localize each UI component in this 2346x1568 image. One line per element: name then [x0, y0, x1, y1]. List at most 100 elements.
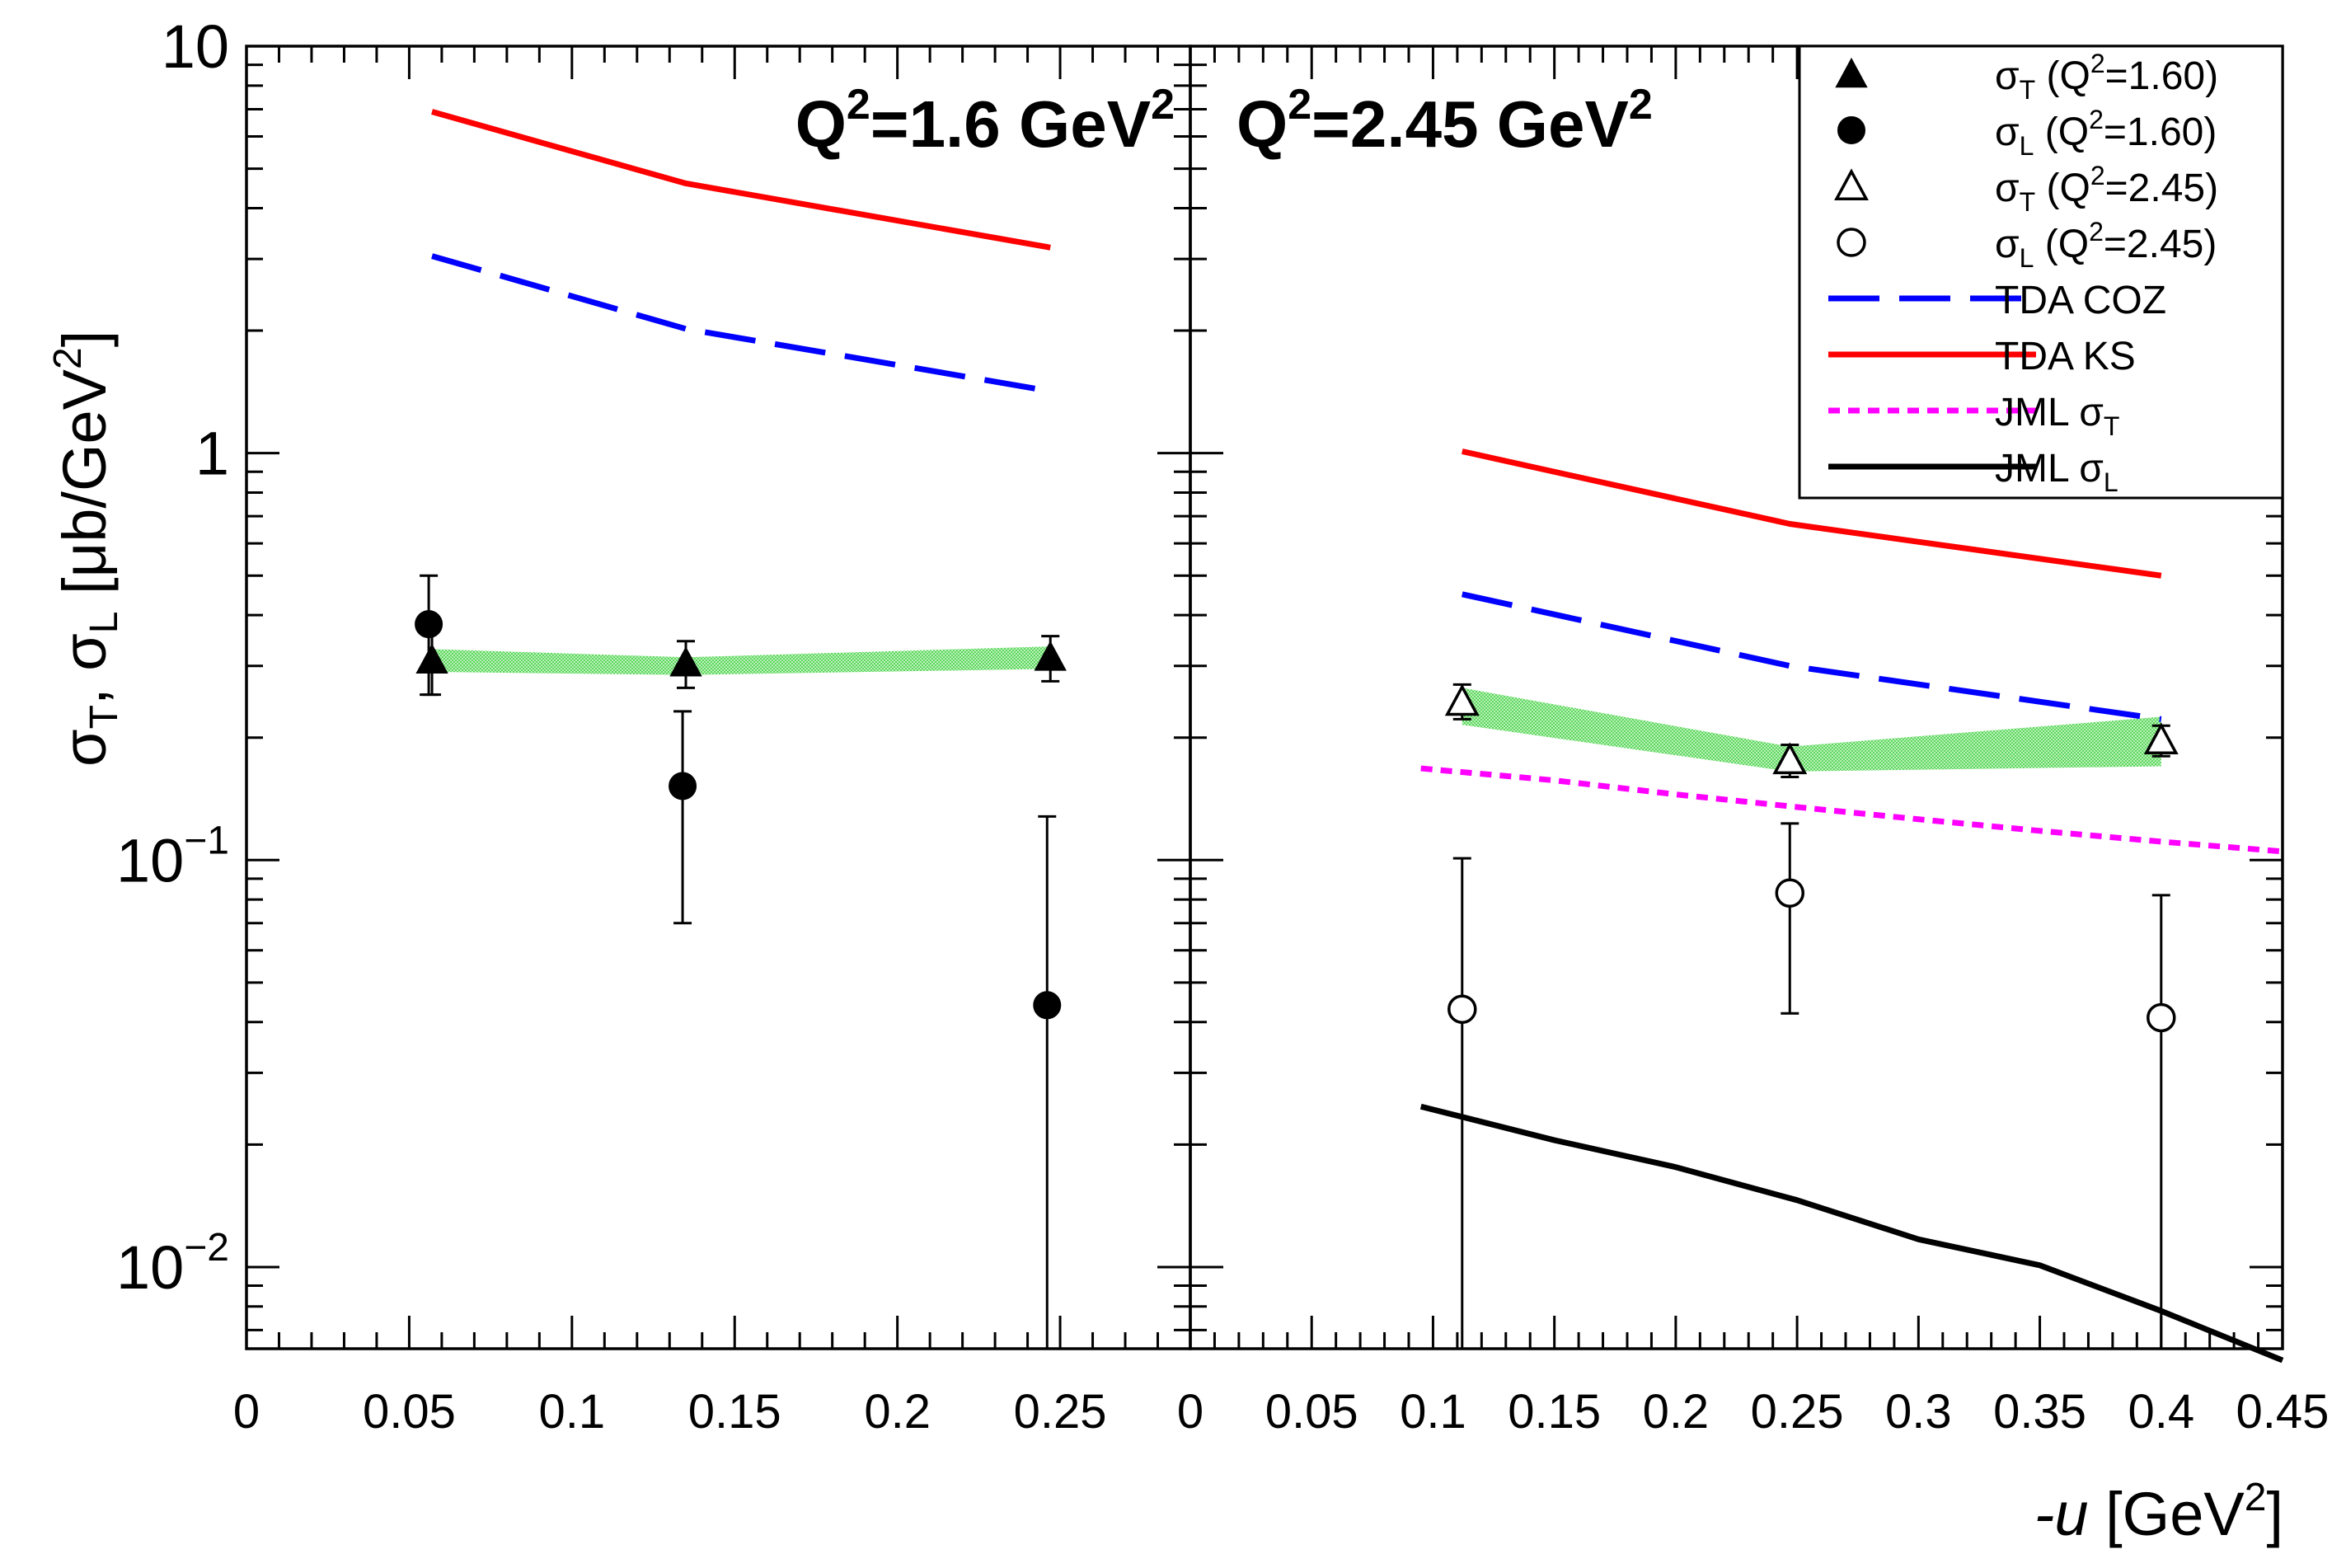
legend-label-sup: 2 [2090, 49, 2105, 78]
panel2-data-point-triangle-open [1444, 683, 1480, 716]
xlabel-sup: 2 [2245, 1476, 2267, 1519]
legend: σT (Q2=1.60)σL (Q2=1.60)σT (Q2=2.45)σL (… [1798, 45, 2284, 500]
legend-label: JML σT [1995, 391, 2119, 441]
panel2-data-point-circle-open [1775, 878, 1805, 908]
panel1-data-point-circle-filled [415, 610, 443, 639]
panel1-x-tick-label: 0.25 [1014, 1385, 1107, 1439]
legend-label-text: JML σ [1995, 391, 2104, 434]
legend-label-sym: σ [1995, 110, 2020, 154]
svg-text:Q2=2.45 GeV2: Q2=2.45 GeV2 [1236, 81, 1653, 161]
ylabel-sub2: L [82, 612, 126, 634]
panel2-x-tick-label: 0.2 [1643, 1385, 1710, 1439]
panel1-data-point-circle-filled [669, 772, 697, 800]
legend-label: TDA COZ [1995, 279, 2166, 322]
legend-label-sup: 2 [2089, 105, 2104, 134]
legend-label-sub: T [2104, 411, 2120, 441]
panel2-x-tick-label: 0.45 [2236, 1385, 2330, 1439]
xlabel-unit: [GeV [2089, 1480, 2245, 1548]
title2-sup2: 2 [1629, 81, 1653, 129]
legend-label-text: TDA KS [1995, 335, 2136, 378]
ylabel-mid: , σ [50, 633, 119, 705]
svg-text:-u [GeV2]: -u [GeV2] [2034, 1476, 2283, 1548]
y-tick-label: 10 [162, 12, 229, 81]
xlabel-var: -u [2034, 1480, 2089, 1548]
legend-label-sub: L [2020, 243, 2034, 273]
panel2-curve-dashed-blue [1462, 591, 2162, 722]
panel1-x-tick-label: 0.15 [688, 1385, 781, 1439]
ylabel-unit: [μb/GeV [50, 369, 119, 611]
ylabel-sup: 2 [46, 347, 90, 369]
legend-label-post: =2.45) [2105, 167, 2218, 210]
panel-title-q2-1-6: Q2=1.6 GeV2 [795, 81, 1175, 161]
title1-sup: 2 [847, 81, 870, 129]
legend-label-sup: 2 [2090, 161, 2105, 190]
legend-label: σL (Q2=2.45) [1995, 217, 2217, 273]
legend-label-sub: L [2020, 131, 2034, 161]
legend-label: σT (Q2=2.45) [1995, 161, 2218, 217]
legend-marker-triangle-filled [1835, 57, 1868, 88]
svg-text:Q2=1.6 GeV2: Q2=1.6 GeV2 [795, 81, 1175, 161]
svg-text:σT, σL [μb/GeV2]: σT, σL [μb/GeV2] [46, 331, 126, 767]
legend-label-sym: σ [1995, 223, 2020, 266]
legend-label-text: JML σ [1995, 447, 2104, 491]
panel2-x-tick-label: 0.4 [2128, 1385, 2194, 1439]
panel2-data-point-circle-open [2147, 1002, 2176, 1033]
y-tick-label-exp: −1 [184, 819, 229, 862]
legend-box [1798, 45, 2284, 500]
legend-label-sub: T [2020, 75, 2036, 105]
title2-mid: =2.45 GeV [1311, 87, 1629, 161]
title1-mid: =1.6 GeV [870, 87, 1151, 161]
panel1-data-point-triangle-filled [415, 643, 448, 674]
panel2-curve-dotted-magenta [1420, 765, 2283, 855]
panel2-x-tick-label: 0.15 [1508, 1385, 1601, 1439]
title2-sup: 2 [1288, 81, 1311, 129]
legend-label-sup: 2 [2089, 217, 2104, 246]
x-axis-title: -u [GeV2] [2034, 1476, 2283, 1548]
legend-label-pre: (Q [2035, 54, 2090, 98]
y-tick-label: 1 [195, 420, 229, 488]
panel2-model-band [1462, 688, 2161, 772]
panel1-data-point-triangle-filled [1034, 641, 1067, 671]
y-tick-label: 10−2 [116, 1226, 229, 1302]
legend-label: JML σL [1995, 447, 2118, 497]
panel2-data-point-triangle-open [1772, 742, 1808, 775]
panel1-x-tick-label: 0 [233, 1385, 260, 1439]
y-tick-label: 10−1 [116, 819, 229, 894]
panel1-x-tick-label: 0.2 [864, 1385, 931, 1439]
panel-q2-2-45: Q2=2.45 GeV2 0 0.05 0.1 0.15 0.2 0.25 0.3 0.35 0… [1177, 45, 2330, 1439]
panel1-curve-dashed-blue [431, 253, 1051, 394]
panel1-data-point-triangle-filled [669, 646, 702, 677]
panel2-x-tick-label: 0 [1177, 1385, 1203, 1439]
panel2-x-tick-label: 0.25 [1751, 1385, 1844, 1439]
panel2-x-tick-label: 0.1 [1400, 1385, 1466, 1439]
legend-label-sym: σ [1995, 167, 2020, 210]
y-axis-title: σT, σL [μb/GeV2] [46, 331, 126, 767]
legend-label-post: =2.45) [2104, 223, 2217, 266]
panel1-frame [245, 45, 1192, 1350]
y-tick-label-base: 10 [116, 1233, 184, 1302]
y-tick-label-exp: −2 [184, 1226, 229, 1270]
legend-marker-circle-open [1837, 228, 1866, 257]
panel1-x-tick-label: 0.1 [539, 1385, 606, 1439]
xlabel-end: ] [2266, 1480, 2283, 1548]
legend-label-pre: (Q [2034, 110, 2089, 154]
ylabel-sub1: T [82, 705, 126, 729]
panel2-x-tick-label: 0.35 [1993, 1385, 2086, 1439]
panel-q2-1-6: Q2=1.6 GeV2 0 0.05 0.1 0.15 0.2 0.25 [233, 45, 1192, 1439]
title1-pre: Q [795, 87, 847, 161]
panel1-x-tick-label: 0.05 [363, 1385, 456, 1439]
legend-label-pre: (Q [2035, 167, 2090, 210]
panel2-x-tick-label: 0.05 [1265, 1385, 1358, 1439]
panel2-x-tick-label: 0.3 [1885, 1385, 1952, 1439]
panel2-data-point-circle-open [1447, 994, 1477, 1024]
panel1-data-point-circle-filled [1033, 991, 1062, 1020]
ylabel-main: σ [50, 729, 119, 767]
legend-marker-triangle-open [1834, 168, 1869, 201]
y-tick-label-base: 10 [162, 12, 229, 81]
title2-pre: Q [1236, 87, 1288, 161]
title1-sup2: 2 [1151, 81, 1175, 129]
legend-label-pre: (Q [2034, 223, 2089, 266]
legend-label: TDA KS [1995, 335, 2136, 378]
legend-label-post: =1.60) [2104, 110, 2217, 154]
